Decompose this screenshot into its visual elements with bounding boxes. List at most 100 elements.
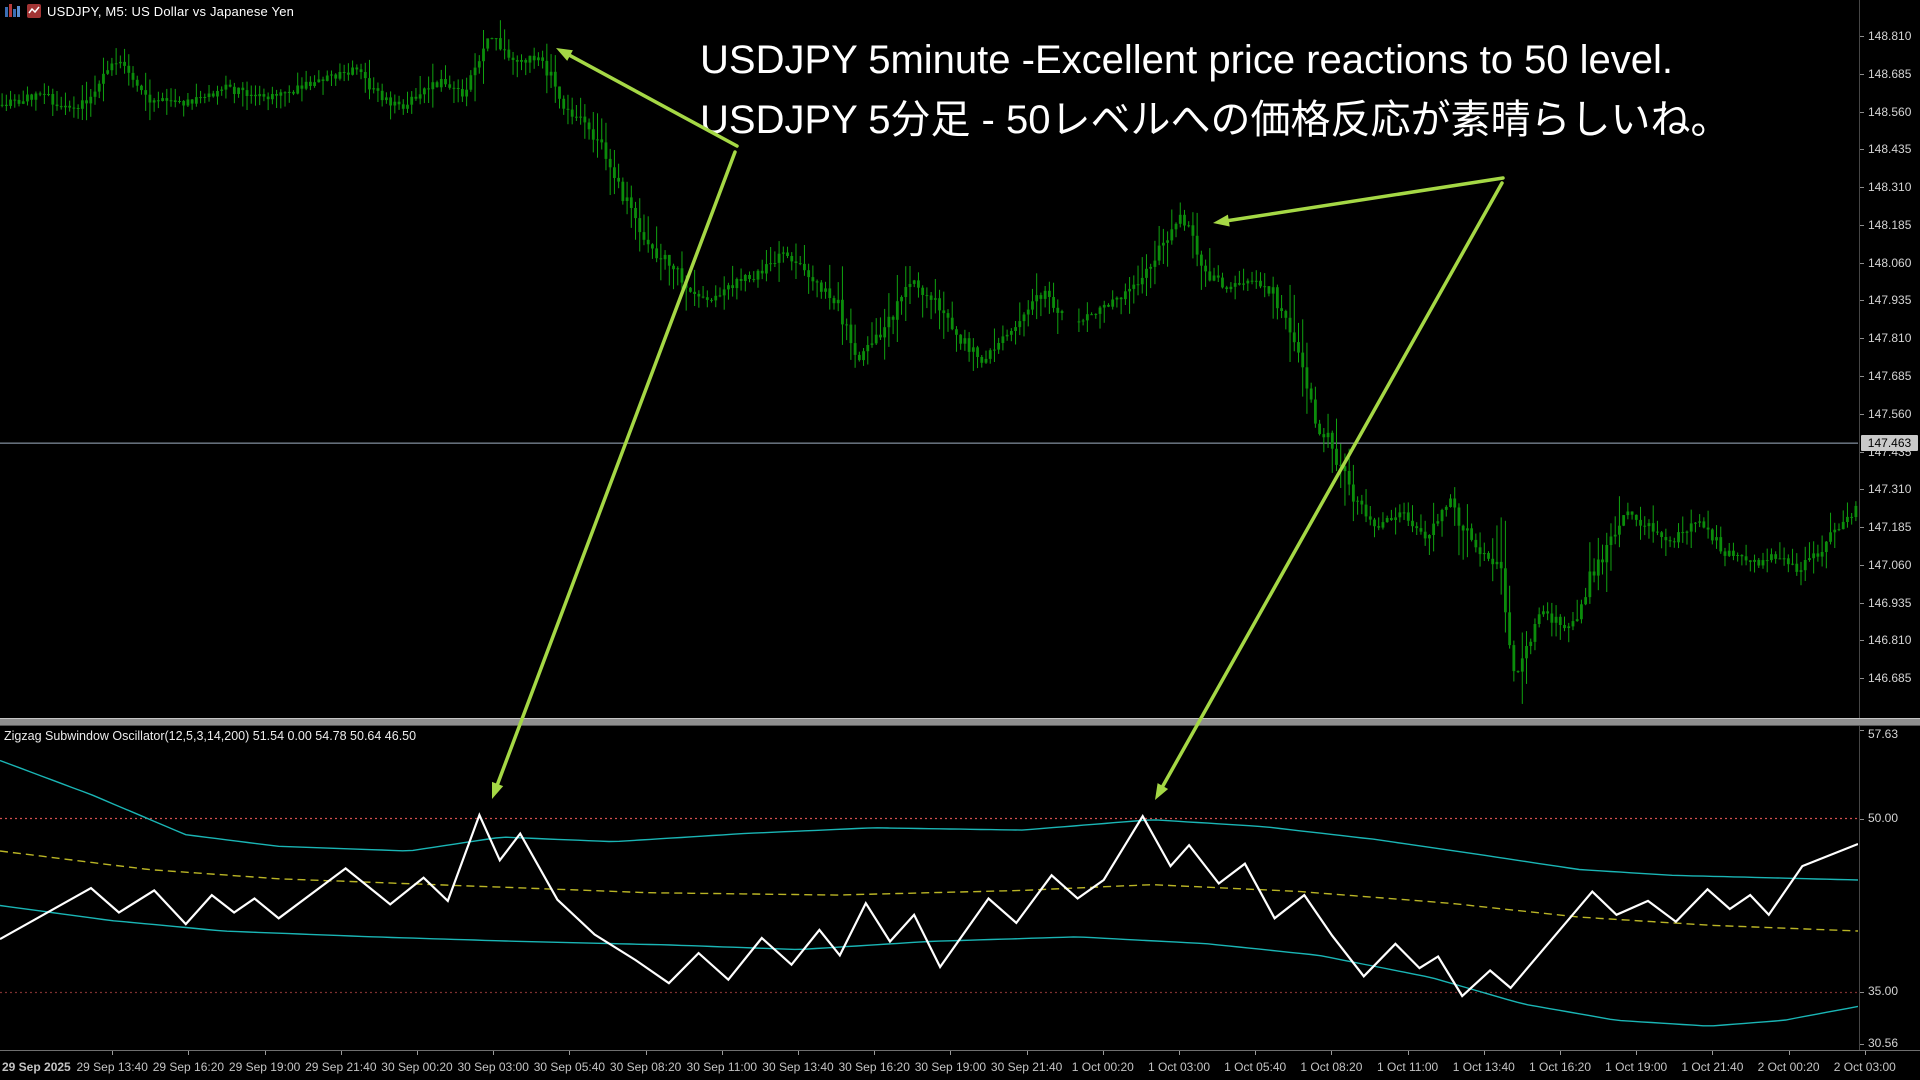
candle [1389, 509, 1393, 521]
candle [545, 43, 549, 94]
axis-tick [1860, 640, 1864, 642]
candle [1613, 516, 1617, 545]
candle [803, 245, 806, 276]
axis-tick [340, 1051, 342, 1055]
chart-annotation-text[interactable]: USDJPY 5minute -Excellent price reaction… [700, 30, 1731, 150]
time-label: 30 Sep 11:00 [686, 1060, 758, 1074]
candle [338, 63, 342, 81]
candle [938, 289, 941, 330]
indicator-icon [27, 4, 41, 18]
candle [963, 329, 967, 351]
candle [874, 318, 878, 345]
candle [47, 85, 50, 97]
candle [1271, 276, 1275, 319]
candle [790, 252, 794, 271]
candle [777, 241, 781, 282]
candle [1259, 272, 1262, 289]
candle [308, 76, 312, 91]
candle [68, 100, 72, 112]
candle [634, 201, 637, 240]
candle [1263, 273, 1267, 298]
candle [773, 251, 777, 267]
price-scale-label: 147.560 [1868, 406, 1912, 421]
candle [1850, 513, 1854, 525]
candle [106, 60, 110, 75]
candle [651, 243, 654, 259]
candle [414, 88, 418, 101]
candle [165, 88, 169, 115]
candle [287, 85, 291, 103]
candle [642, 214, 646, 246]
candle [1634, 514, 1638, 527]
axis-tick [1860, 300, 1864, 302]
candle [1153, 240, 1157, 285]
price-scale[interactable]: 148.810 148.685 148.560 148.435 148.310 148.1… [1859, 0, 1920, 1050]
candle [494, 38, 498, 51]
candle [1757, 558, 1761, 568]
candle [883, 308, 887, 360]
candle [967, 332, 971, 362]
candle [1677, 523, 1680, 549]
candle [1791, 548, 1794, 566]
oscillator-chart[interactable] [0, 726, 1858, 1050]
candle [1854, 501, 1858, 522]
time-axis[interactable]: 29 Sep 2025 29 Sep 13:40 29 Sep 16:20 29 Se… [0, 1050, 1920, 1080]
candle [705, 290, 709, 308]
candle [228, 79, 232, 88]
candle [853, 324, 857, 368]
candle [422, 87, 426, 104]
axis-tick [874, 1051, 876, 1055]
time-label: 1 Oct 19:00 [1605, 1060, 1668, 1074]
candle [266, 92, 270, 111]
candle [693, 269, 697, 306]
oscillator-scale-label: 50.00 [1868, 810, 1899, 825]
candle [1191, 212, 1195, 259]
time-label: 1 Oct 03:00 [1147, 1060, 1211, 1074]
candle [1001, 325, 1005, 351]
candle [1377, 517, 1381, 531]
candle [870, 322, 874, 348]
axis-tick [188, 1051, 190, 1055]
candle [85, 81, 88, 121]
candle [249, 85, 253, 104]
time-label: 1 Oct 05:40 [1224, 1060, 1287, 1074]
candle [452, 81, 456, 103]
candle [1432, 502, 1436, 552]
candle [558, 86, 561, 109]
axis-tick [417, 1051, 418, 1055]
candle [156, 91, 160, 109]
candle [959, 334, 963, 350]
time-label: 30 Sep 13:40 [762, 1060, 834, 1074]
axis-tick [1860, 730, 1864, 731]
candle [1824, 541, 1828, 569]
candle [579, 97, 583, 125]
candle [1237, 270, 1241, 286]
candle [1605, 532, 1609, 592]
subwindow-separator[interactable] [0, 718, 1920, 726]
candle [1381, 512, 1385, 530]
candle [34, 91, 38, 111]
candle [1626, 502, 1630, 520]
axis-tick [721, 1051, 723, 1055]
time-label: 30 Sep 00:20 [381, 1060, 453, 1074]
candle [220, 86, 224, 96]
candle [781, 246, 785, 263]
candle [1774, 551, 1778, 564]
candle [752, 271, 756, 283]
candle [1052, 282, 1055, 313]
candle [718, 287, 722, 298]
axis-tick [1860, 224, 1864, 226]
candle [680, 251, 684, 294]
candle [617, 163, 621, 189]
candle [955, 326, 958, 352]
candle [1373, 517, 1376, 538]
candle [473, 53, 477, 102]
candle [689, 287, 692, 293]
candle [59, 96, 63, 110]
candle [1672, 537, 1676, 548]
candle [735, 277, 739, 300]
candle [596, 113, 599, 158]
candle [1195, 212, 1199, 267]
candle [1444, 505, 1448, 517]
candle [638, 198, 642, 252]
